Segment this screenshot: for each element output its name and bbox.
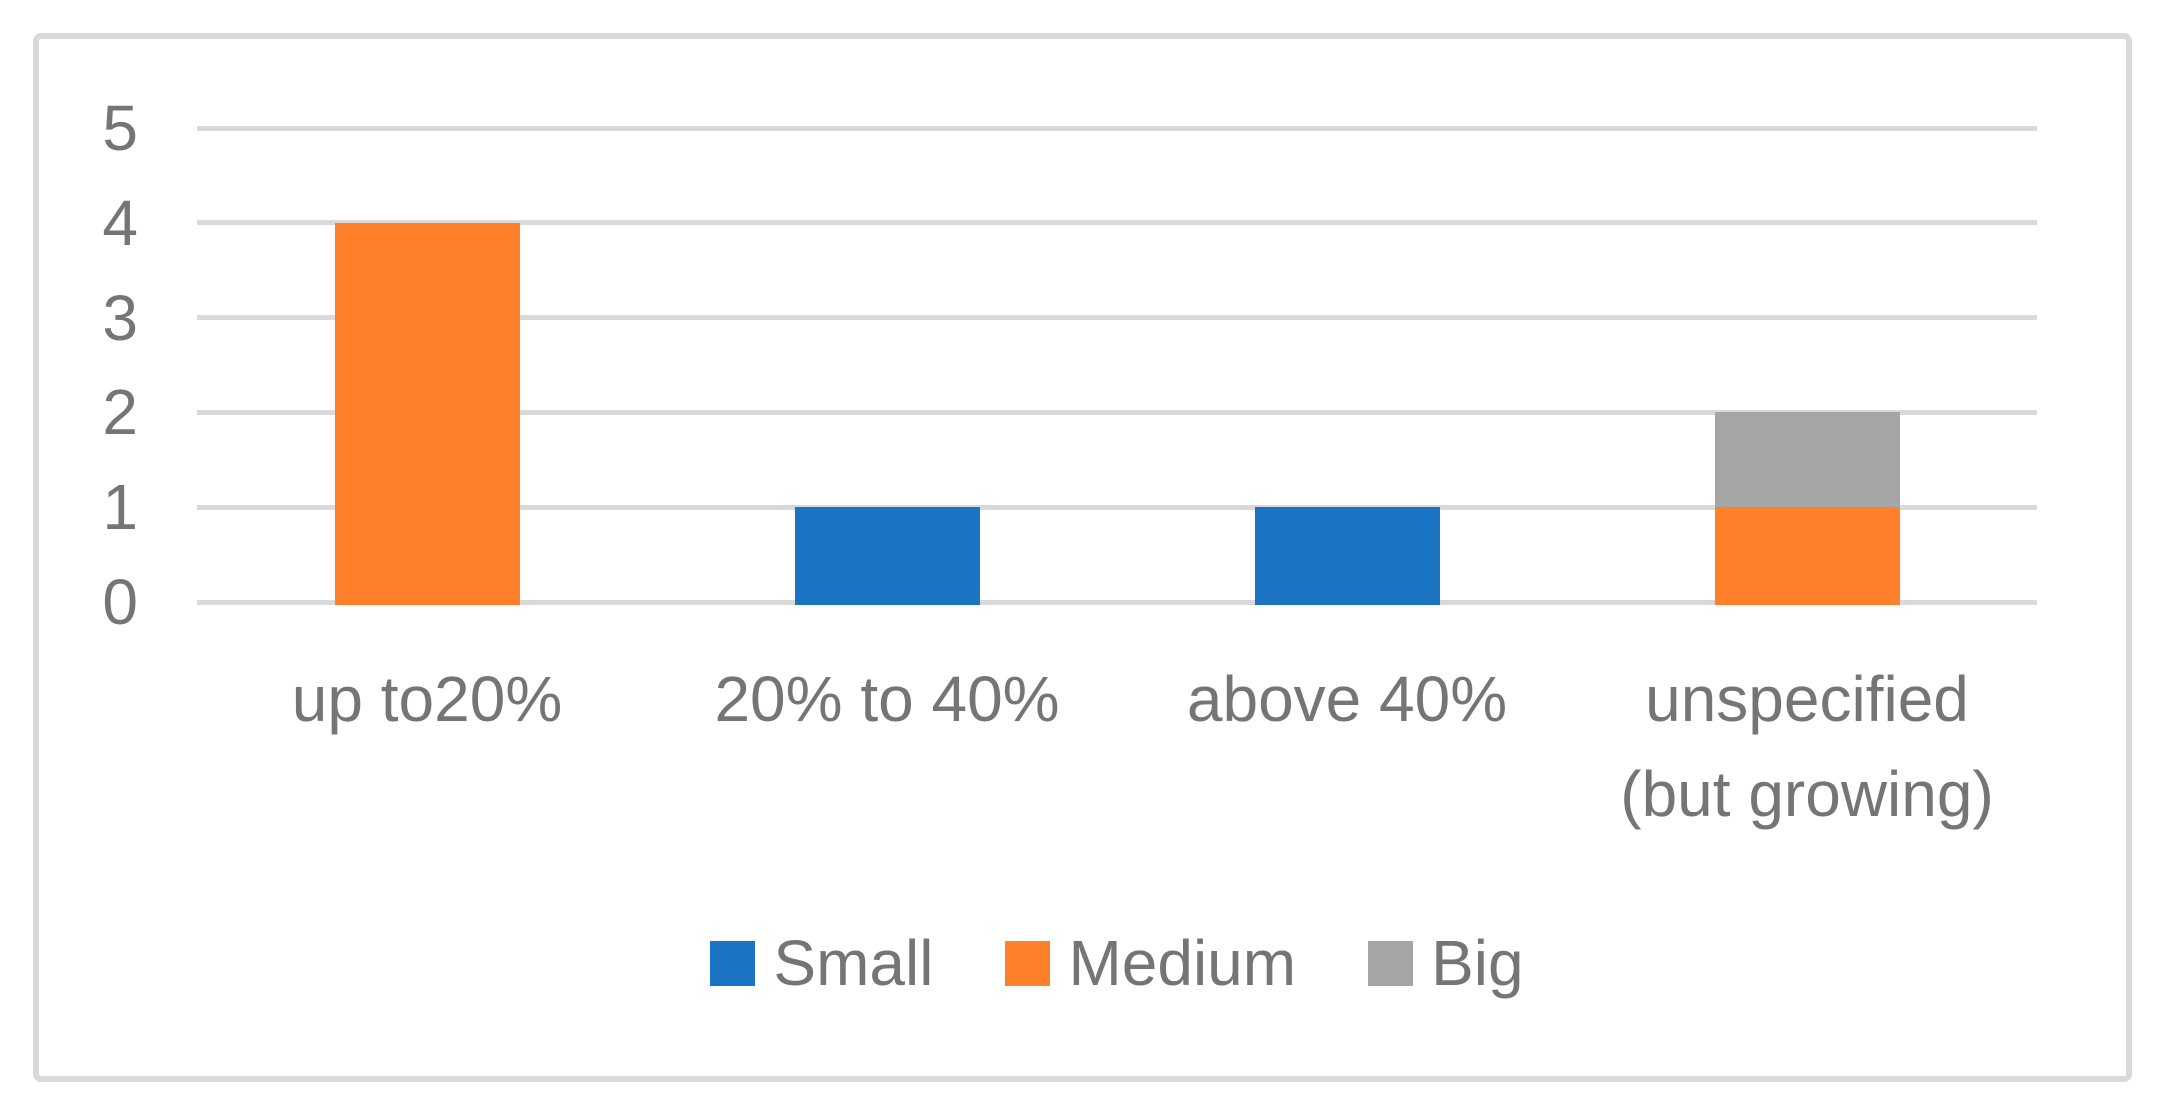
legend-swatch-small-icon — [710, 940, 756, 986]
gridline-3 — [197, 315, 2037, 321]
legend-item-big: Big — [1368, 931, 1524, 995]
y-tick-label-5: 5 — [102, 92, 138, 164]
x-category-label-unspecified-but-growing: unspecified (but growing) — [1620, 663, 1994, 830]
bar-above-40-small — [1254, 507, 1440, 605]
legend: Small Medium Big — [197, 928, 2037, 998]
gridline-0 — [197, 599, 2037, 605]
gridline-5 — [197, 125, 2037, 131]
y-tick-label-2: 2 — [102, 376, 138, 449]
legend-item-small: Small — [710, 931, 933, 995]
bar-unspecified-but-growing-medium — [1714, 507, 1900, 605]
legend-swatch-medium-icon — [1005, 940, 1051, 986]
bar-unspecified-but-growing-big — [1714, 412, 1900, 508]
legend-label-small: Small — [773, 927, 934, 999]
y-tick-label-0: 0 — [102, 566, 138, 638]
bar-up-to20-medium — [334, 222, 520, 605]
x-category-label-20-to-40: 20% to 40% — [714, 663, 1060, 735]
legend-item-medium: Medium — [1005, 931, 1296, 995]
x-category-label-above-40: above 40% — [1186, 663, 1508, 735]
bar-20-to-40-small — [794, 507, 980, 605]
legend-label-big: Big — [1431, 927, 1524, 999]
y-tick-label-1: 1 — [102, 471, 138, 544]
gridline-4 — [197, 220, 2037, 226]
gridline-1 — [197, 504, 2037, 510]
legend-label-medium: Medium — [1068, 927, 1297, 999]
legend-swatch-big-icon — [1368, 940, 1414, 986]
gridline-2 — [197, 409, 2037, 415]
y-tick-label-4: 4 — [102, 186, 138, 259]
x-category-label-up-to20: up to20% — [291, 663, 563, 735]
y-tick-label-3: 3 — [102, 281, 138, 354]
